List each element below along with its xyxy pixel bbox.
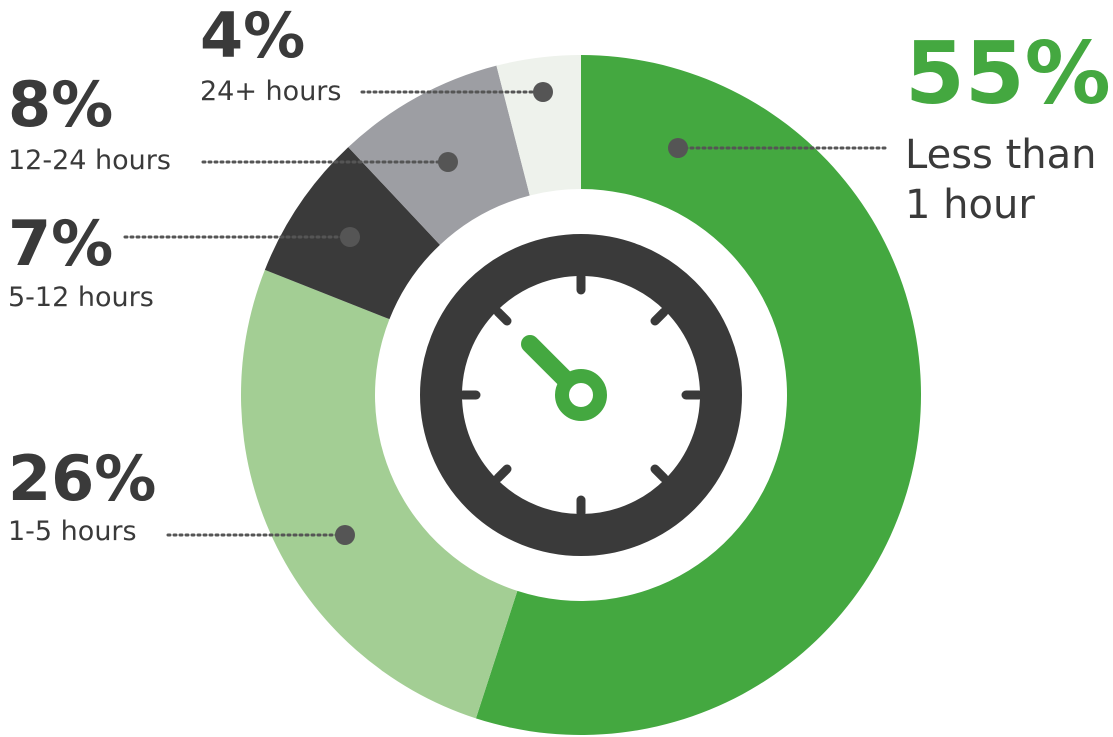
donut-segment (348, 65, 530, 245)
clock-icon (420, 234, 742, 556)
clock-ticks (458, 272, 704, 518)
category-label: 1-5 hours (8, 516, 137, 547)
category-label: Less than 1 hour (905, 132, 1097, 228)
donut (241, 55, 922, 735)
category-label: 24+ hours (200, 76, 341, 107)
value-label: 8% (8, 68, 113, 141)
labels: 55% 26%1-5 hours 7%5-12 hours 8% 12-24 hours… (8, 0, 1111, 547)
leader-dot (668, 138, 688, 158)
leader-dot (438, 152, 458, 172)
donut-segment (496, 55, 581, 196)
value-label: 4% (200, 0, 305, 72)
value-label: 26% (8, 442, 156, 515)
leader-dot (340, 227, 360, 247)
category-label: 5-12 hours (8, 282, 154, 313)
donut-segment (241, 269, 518, 719)
leader-dot (533, 82, 553, 102)
leader-dot (335, 525, 355, 545)
value-label: 7% (8, 207, 113, 280)
value-label: 55% (905, 24, 1111, 124)
category-label: 12-24 hours (8, 145, 171, 176)
donut-segment (475, 55, 922, 735)
clock-pivot (555, 369, 607, 421)
clock-ring (420, 234, 742, 556)
